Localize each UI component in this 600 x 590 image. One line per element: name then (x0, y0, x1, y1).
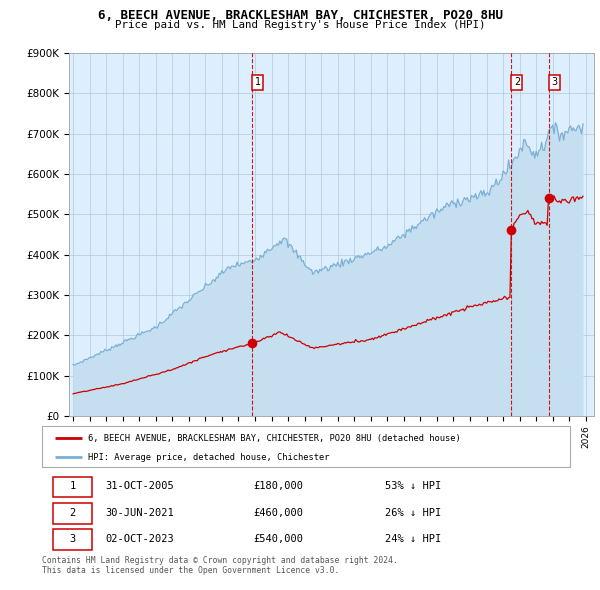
Text: 6, BEECH AVENUE, BRACKLESHAM BAY, CHICHESTER, PO20 8HU (detached house): 6, BEECH AVENUE, BRACKLESHAM BAY, CHICHE… (88, 434, 461, 443)
Text: Contains HM Land Registry data © Crown copyright and database right 2024.
This d: Contains HM Land Registry data © Crown c… (42, 556, 398, 575)
Text: 2: 2 (514, 77, 520, 87)
Text: 26% ↓ HPI: 26% ↓ HPI (385, 507, 442, 517)
Text: 1: 1 (254, 77, 261, 87)
Text: 24% ↓ HPI: 24% ↓ HPI (385, 534, 442, 544)
Text: 1: 1 (69, 481, 76, 491)
FancyBboxPatch shape (53, 503, 92, 524)
Text: 3: 3 (69, 534, 76, 544)
FancyBboxPatch shape (53, 529, 92, 550)
FancyBboxPatch shape (53, 477, 92, 497)
Text: HPI: Average price, detached house, Chichester: HPI: Average price, detached house, Chic… (88, 453, 330, 463)
Text: £540,000: £540,000 (253, 534, 303, 544)
Text: £180,000: £180,000 (253, 481, 303, 491)
Text: Price paid vs. HM Land Registry's House Price Index (HPI): Price paid vs. HM Land Registry's House … (115, 20, 485, 30)
FancyBboxPatch shape (42, 426, 570, 467)
Text: 6, BEECH AVENUE, BRACKLESHAM BAY, CHICHESTER, PO20 8HU: 6, BEECH AVENUE, BRACKLESHAM BAY, CHICHE… (97, 9, 503, 22)
Text: 3: 3 (551, 77, 557, 87)
Text: 31-OCT-2005: 31-OCT-2005 (106, 481, 174, 491)
Text: 2: 2 (69, 507, 76, 517)
Text: 53% ↓ HPI: 53% ↓ HPI (385, 481, 442, 491)
Text: £460,000: £460,000 (253, 507, 303, 517)
Text: 02-OCT-2023: 02-OCT-2023 (106, 534, 174, 544)
Text: 30-JUN-2021: 30-JUN-2021 (106, 507, 174, 517)
